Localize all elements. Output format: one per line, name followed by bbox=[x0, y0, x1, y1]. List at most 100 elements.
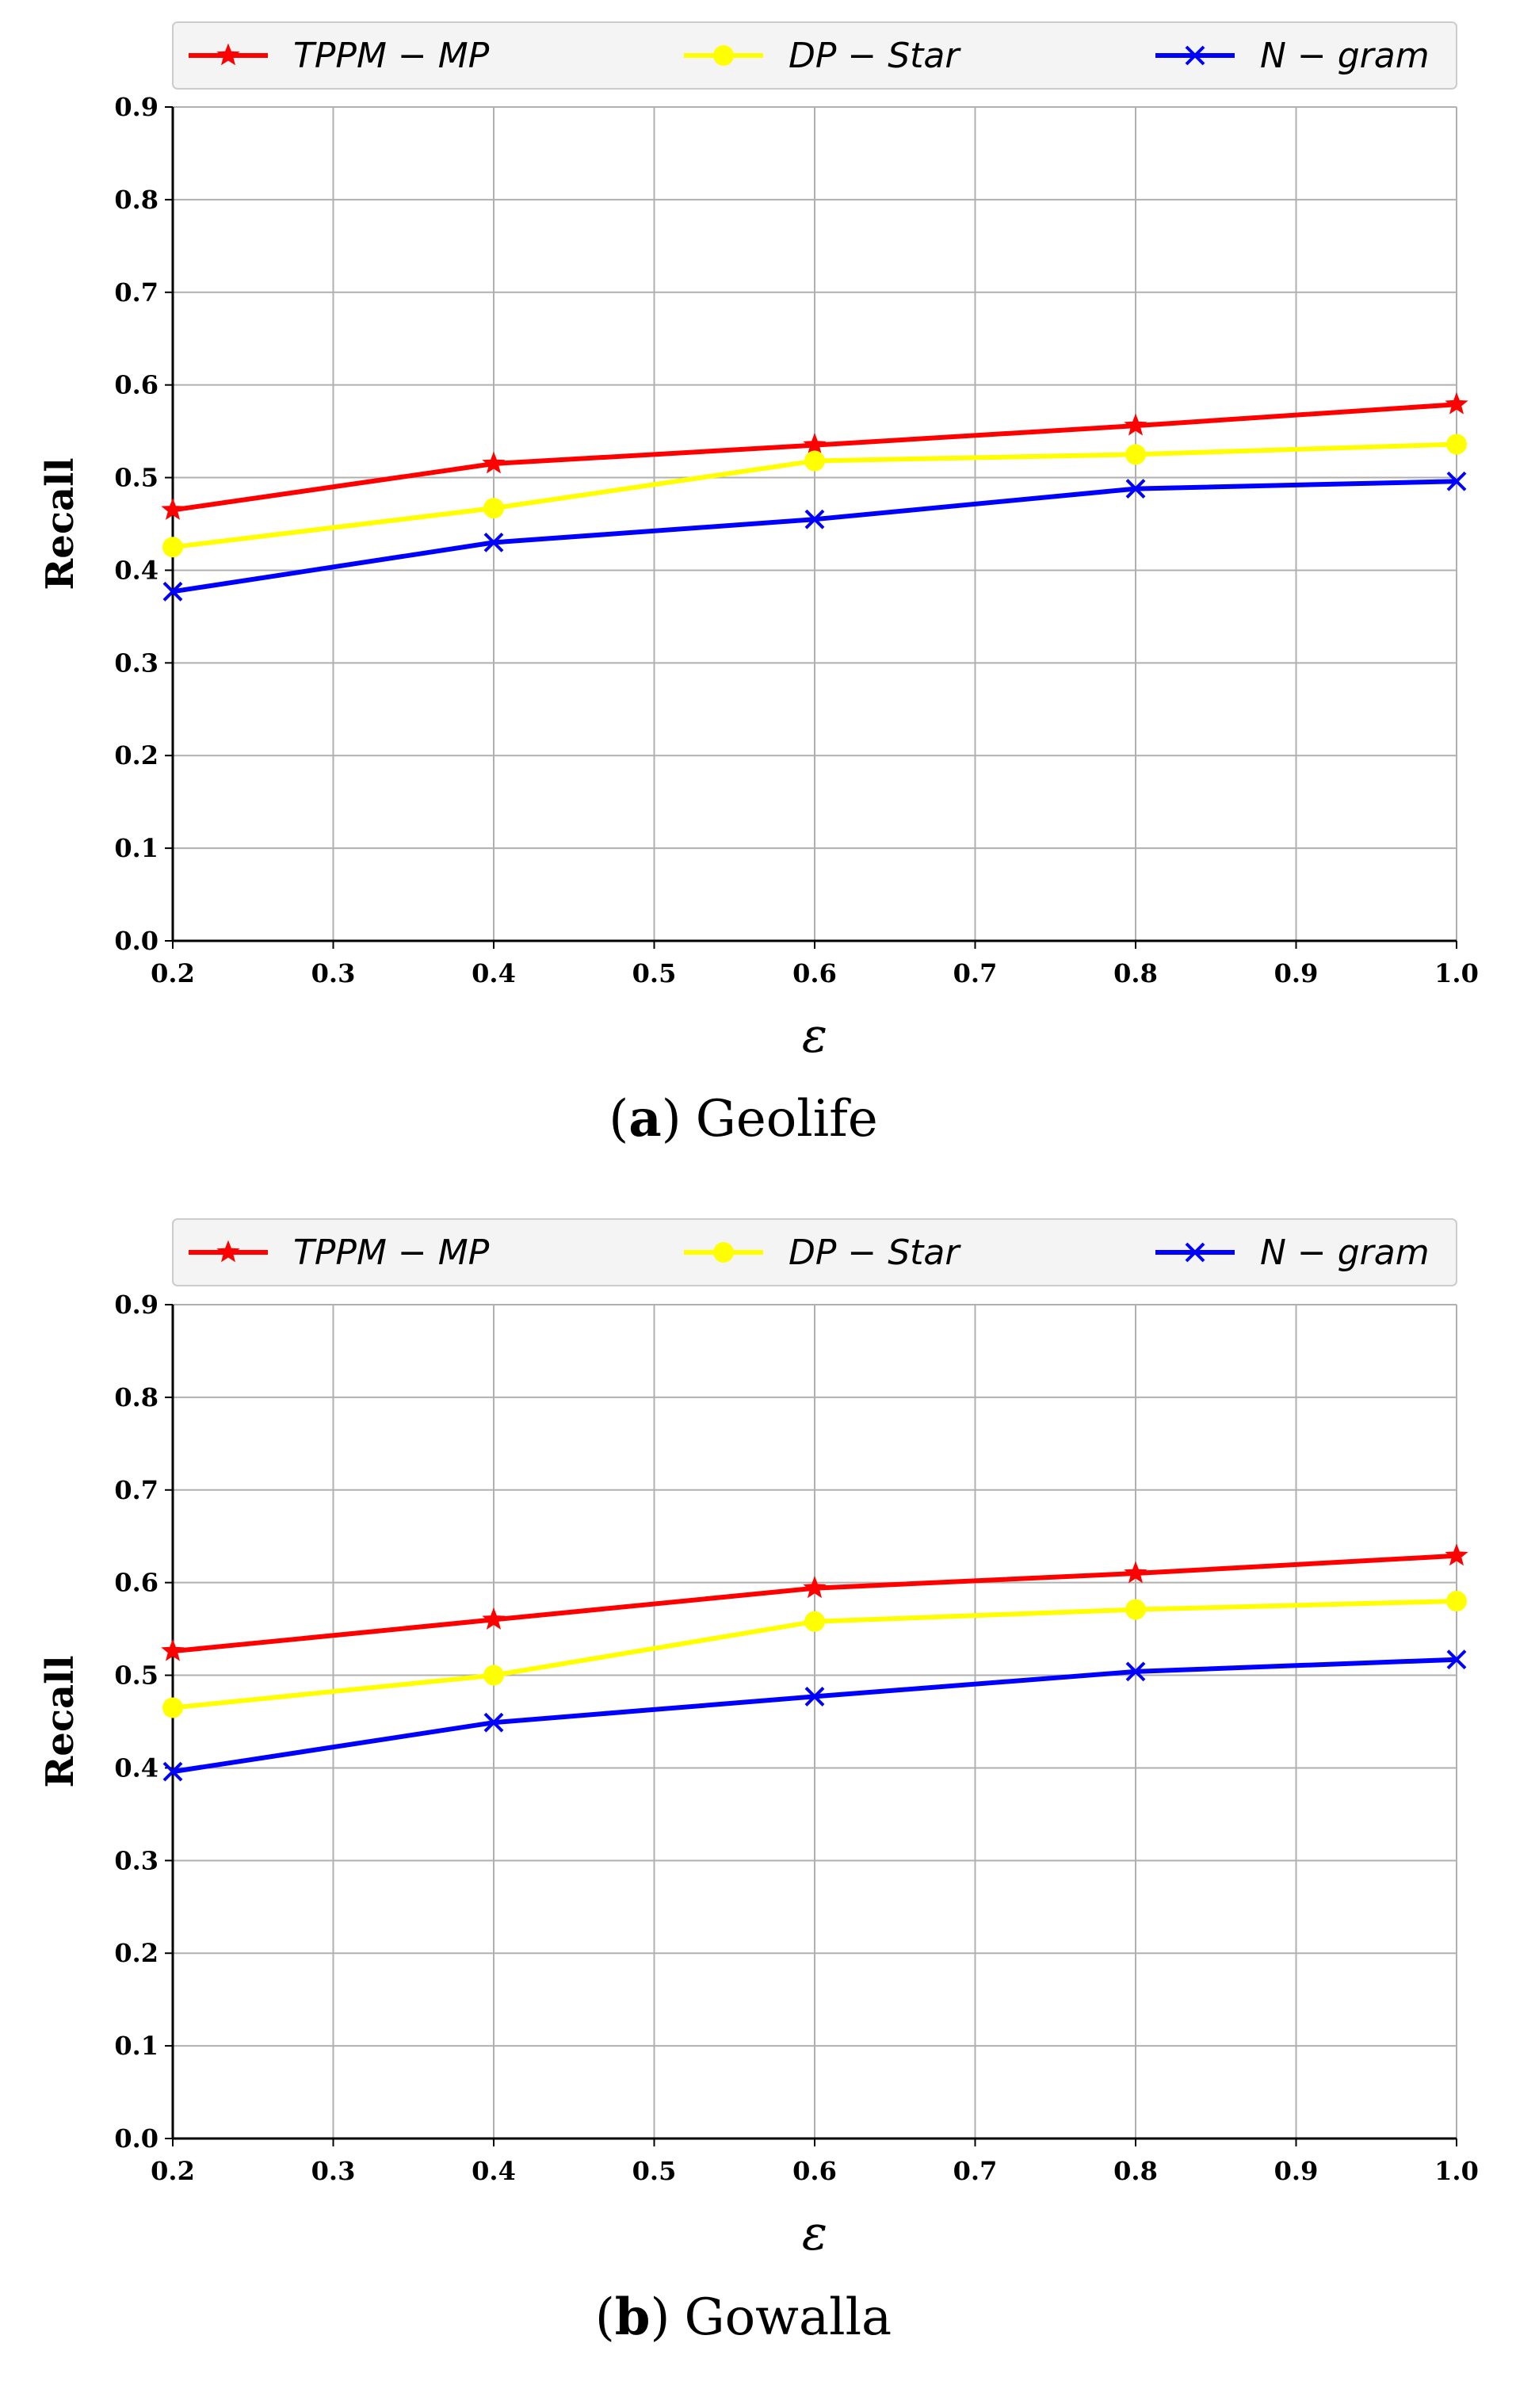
caption-paren-close: ) bbox=[651, 2288, 670, 2347]
data-point bbox=[162, 581, 183, 602]
y-tick-label: 0.2 bbox=[114, 740, 158, 770]
legend-label: N − gram bbox=[1260, 1233, 1430, 1273]
data-point bbox=[1125, 1661, 1146, 1682]
series-x bbox=[162, 1649, 1467, 1782]
series-circle bbox=[162, 1591, 1467, 1718]
data-point bbox=[804, 1611, 825, 1632]
data-point bbox=[483, 1665, 504, 1686]
chart-panel-b: 0.2 0.3 0.4 0.5 0.6 0.7 0.8 0.9 1.0 0.0 0.1 0.2 0.3 0… bbox=[38, 1218, 1479, 2347]
y-tick-label: 0.5 bbox=[114, 463, 158, 493]
x-tick-label: 0.6 bbox=[792, 2156, 837, 2186]
caption-paren-open: ( bbox=[595, 2288, 615, 2347]
x-tick-label: 0.8 bbox=[1113, 958, 1158, 988]
series-star bbox=[161, 1543, 1468, 1661]
data-point bbox=[1124, 1561, 1148, 1584]
data-point bbox=[162, 1761, 183, 1782]
y-tick-label: 0.4 bbox=[114, 555, 158, 585]
y-tick-label: 0.3 bbox=[114, 1845, 158, 1875]
data-point bbox=[1445, 392, 1468, 415]
x-tick-label: 0.4 bbox=[472, 2156, 516, 2186]
legend-entry: N − gram bbox=[1155, 1233, 1430, 1273]
legend-label: DP − Star bbox=[789, 1233, 961, 1273]
y-tick-label: 0.9 bbox=[114, 92, 158, 122]
data-point-stroke-b bbox=[483, 532, 504, 552]
x-tick-label: 0.6 bbox=[792, 958, 837, 988]
x-tick-label: 0.9 bbox=[1274, 2156, 1319, 2186]
data-point-stroke-b bbox=[1446, 1649, 1467, 1670]
legend-marker bbox=[713, 45, 734, 66]
x-tick-label: 0.2 bbox=[151, 958, 195, 988]
data-point bbox=[162, 1697, 183, 1718]
panel-caption: (b) Gowalla bbox=[595, 2288, 892, 2347]
x-tick-label: 0.3 bbox=[311, 2156, 356, 2186]
data-point bbox=[1446, 434, 1467, 455]
legend-marker bbox=[713, 1242, 734, 1263]
legend-label: N − gram bbox=[1260, 36, 1430, 76]
y-tick-label: 0.1 bbox=[114, 833, 158, 863]
caption-name: Gowalla bbox=[685, 2288, 892, 2347]
x-axis-label: ε bbox=[802, 1008, 827, 1064]
series-x bbox=[162, 471, 1467, 602]
data-point-stroke-b bbox=[162, 1761, 183, 1782]
data-point-stroke-b bbox=[162, 581, 183, 602]
legend-entry: TPPM − MP bbox=[189, 1233, 490, 1273]
y-tick-label: 0.6 bbox=[114, 370, 158, 400]
panel-caption: (a) Geolife bbox=[609, 1089, 877, 1149]
data-point-stroke-b bbox=[804, 1687, 825, 1707]
data-point-stroke-b bbox=[1446, 471, 1467, 491]
legend-entry: N − gram bbox=[1155, 36, 1430, 76]
y-tick-label: 0.1 bbox=[114, 2031, 158, 2061]
data-point bbox=[804, 1687, 825, 1707]
legend-label: TPPM − MP bbox=[293, 1233, 490, 1273]
data-point-stroke-b bbox=[804, 509, 825, 529]
y-tick-label: 0.7 bbox=[114, 277, 158, 308]
data-point bbox=[1446, 1649, 1467, 1670]
caption-paren-close: ) bbox=[662, 1090, 682, 1149]
legend-box bbox=[172, 21, 1457, 90]
series-circle bbox=[162, 434, 1467, 558]
legend-entry: DP − Star bbox=[684, 36, 961, 76]
data-point bbox=[483, 498, 504, 519]
y-tick-label: 0.8 bbox=[114, 185, 158, 215]
y-axis-label: Recall bbox=[38, 1655, 82, 1787]
caption-letter: b bbox=[615, 2288, 651, 2347]
y-tick-label: 0.8 bbox=[114, 1382, 158, 1412]
data-point bbox=[161, 1638, 185, 1661]
series-star bbox=[161, 392, 1468, 520]
legend-marker-stroke-b bbox=[1185, 45, 1205, 66]
data-point bbox=[1125, 1599, 1146, 1620]
x-tick-label: 0.5 bbox=[632, 2156, 677, 2186]
y-tick-label: 0.4 bbox=[114, 1752, 158, 1783]
x-tick-label: 0.8 bbox=[1113, 2156, 1158, 2186]
y-tick-label: 0.0 bbox=[114, 2123, 158, 2154]
legend-entry: TPPM − MP bbox=[189, 36, 490, 76]
x-tick-label: 0.7 bbox=[953, 958, 998, 988]
x-tick-label: 0.7 bbox=[953, 2156, 998, 2186]
x-tick-label: 0.2 bbox=[151, 2156, 195, 2186]
caption-letter: a bbox=[628, 1089, 661, 1149]
data-point bbox=[804, 509, 825, 529]
data-point bbox=[482, 1607, 506, 1630]
legend-label: DP − Star bbox=[789, 36, 961, 76]
grid bbox=[172, 1304, 1457, 2139]
legend-label: TPPM − MP bbox=[293, 36, 490, 76]
data-point-stroke-b bbox=[1125, 1661, 1146, 1682]
legend-marker bbox=[216, 1240, 240, 1263]
data-point bbox=[803, 433, 827, 456]
legend: TPPM − MP DP − Star N − gram bbox=[172, 1218, 1457, 1286]
legend: TPPM − MP DP − Star N − gram bbox=[172, 21, 1457, 90]
y-tick-label: 0.3 bbox=[114, 648, 158, 678]
data-point-stroke-b bbox=[483, 1712, 504, 1733]
y-tick-label: 0.9 bbox=[114, 1290, 158, 1320]
legend-marker-stroke-b bbox=[1185, 1242, 1205, 1263]
x-axis-label: ε bbox=[802, 2206, 827, 2261]
y-axis-label: Recall bbox=[38, 457, 82, 590]
data-point-stroke-b bbox=[1125, 479, 1146, 499]
x-tick-label: 1.0 bbox=[1434, 2156, 1479, 2186]
data-point bbox=[1445, 1543, 1468, 1566]
y-tick-label: 0.5 bbox=[114, 1661, 158, 1691]
legend-marker bbox=[1185, 45, 1205, 66]
y-tick-label: 0.0 bbox=[114, 926, 158, 956]
caption-paren-open: ( bbox=[609, 1090, 628, 1149]
